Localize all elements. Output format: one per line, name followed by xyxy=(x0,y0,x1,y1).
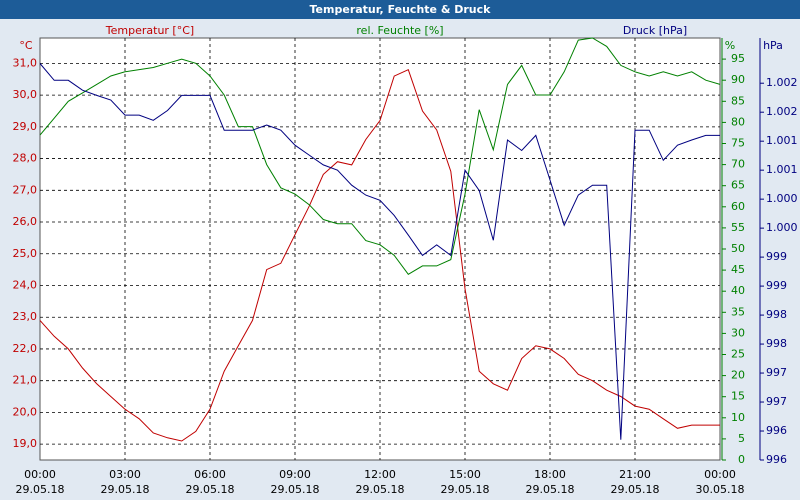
x-tick-date: 29.05.18 xyxy=(356,483,405,496)
y-tick-label: 19,0 xyxy=(13,437,38,450)
y2-axis-title: rel. Feuchte [%] xyxy=(356,24,443,37)
y2-tick-label: 10 xyxy=(731,411,745,424)
y2-tick-label: 85 xyxy=(731,94,745,107)
x-tick-date: 29.05.18 xyxy=(186,483,235,496)
y2-tick-label: 70 xyxy=(731,158,745,171)
y3-tick-label: 1.001 xyxy=(766,163,798,176)
chart-title: Temperatur, Feuchte & Druck xyxy=(310,3,492,16)
y3-axis-title: Druck [hPa] xyxy=(623,24,687,37)
x-tick-label: 15:00 xyxy=(449,468,481,481)
y-tick-label: 22,0 xyxy=(13,342,38,355)
x-tick-label: 00:00 xyxy=(24,468,56,481)
y-unit: °C xyxy=(19,39,33,52)
y3-tick-label: 997 xyxy=(766,366,787,379)
y3-tick-label: 996 xyxy=(766,453,787,466)
x-tick-label: 03:00 xyxy=(109,468,141,481)
y-tick-label: 25,0 xyxy=(13,247,38,260)
y2-tick-label: 75 xyxy=(731,137,745,150)
series-line xyxy=(39,37,721,275)
x-tick-date: 30.05.18 xyxy=(696,483,745,496)
y2-tick-label: 25 xyxy=(731,348,745,361)
y2-tick-label: 80 xyxy=(731,115,745,128)
x-tick-date: 29.05.18 xyxy=(441,483,490,496)
y2-tick-label: 35 xyxy=(731,305,745,318)
y-tick-label: 31,0 xyxy=(13,56,38,69)
y3-tick-label: 1.002 xyxy=(766,105,798,118)
x-tick-label: 06:00 xyxy=(194,468,226,481)
y2-tick-label: 15 xyxy=(731,390,745,403)
y3-tick-label: 1.001 xyxy=(766,134,798,147)
y-tick-label: 20,0 xyxy=(13,405,38,418)
y-tick-label: 21,0 xyxy=(13,374,38,387)
y3-tick-label: 996 xyxy=(766,424,787,437)
y-tick-label: 26,0 xyxy=(13,215,38,228)
y3-tick-label: 1.000 xyxy=(766,221,798,234)
y3-tick-label: 998 xyxy=(766,308,787,321)
y2-tick-label: 90 xyxy=(731,73,745,86)
y2-tick-label: 55 xyxy=(731,221,745,234)
y-tick-label: 30,0 xyxy=(13,88,38,101)
y2-tick-label: 5 xyxy=(738,432,745,445)
series-line xyxy=(39,69,720,442)
y3-tick-label: 1.000 xyxy=(766,192,798,205)
x-tick-date: 29.05.18 xyxy=(611,483,660,496)
y2-tick-label: 65 xyxy=(731,179,745,192)
x-tick-date: 29.05.18 xyxy=(101,483,150,496)
x-tick-date: 29.05.18 xyxy=(526,483,575,496)
x-tick-label: 12:00 xyxy=(364,468,396,481)
x-tick-label: 18:00 xyxy=(534,468,566,481)
y2-tick-label: 0 xyxy=(738,453,745,466)
series-line xyxy=(39,63,720,440)
y-tick-label: 24,0 xyxy=(13,278,38,291)
y2-tick-label: 30 xyxy=(731,326,745,339)
y-tick-label: 29,0 xyxy=(13,120,38,133)
y3-tick-label: 999 xyxy=(766,279,787,292)
y2-tick-label: 40 xyxy=(731,284,745,297)
y2-tick-label: 95 xyxy=(731,52,745,65)
y2-unit: % xyxy=(725,39,735,52)
y3-tick-label: 999 xyxy=(766,250,787,263)
x-tick-label: 09:00 xyxy=(279,468,311,481)
x-tick-label: 00:00 xyxy=(704,468,736,481)
y3-unit: hPa xyxy=(763,39,783,52)
title-bar xyxy=(0,0,800,19)
y-tick-label: 23,0 xyxy=(13,310,38,323)
y-axis-title: Temperatur [°C] xyxy=(105,24,194,37)
y3-tick-label: 1.002 xyxy=(766,76,798,89)
y2-tick-label: 45 xyxy=(731,263,745,276)
x-tick-label: 21:00 xyxy=(619,468,651,481)
y3-tick-label: 997 xyxy=(766,395,787,408)
y2-tick-label: 20 xyxy=(731,369,745,382)
y-tick-label: 28,0 xyxy=(13,152,38,165)
x-tick-date: 29.05.18 xyxy=(16,483,65,496)
x-tick-date: 29.05.18 xyxy=(271,483,320,496)
y2-tick-label: 50 xyxy=(731,242,745,255)
y-tick-label: 27,0 xyxy=(13,183,38,196)
y2-tick-label: 60 xyxy=(731,200,745,213)
y3-tick-label: 998 xyxy=(766,337,787,350)
